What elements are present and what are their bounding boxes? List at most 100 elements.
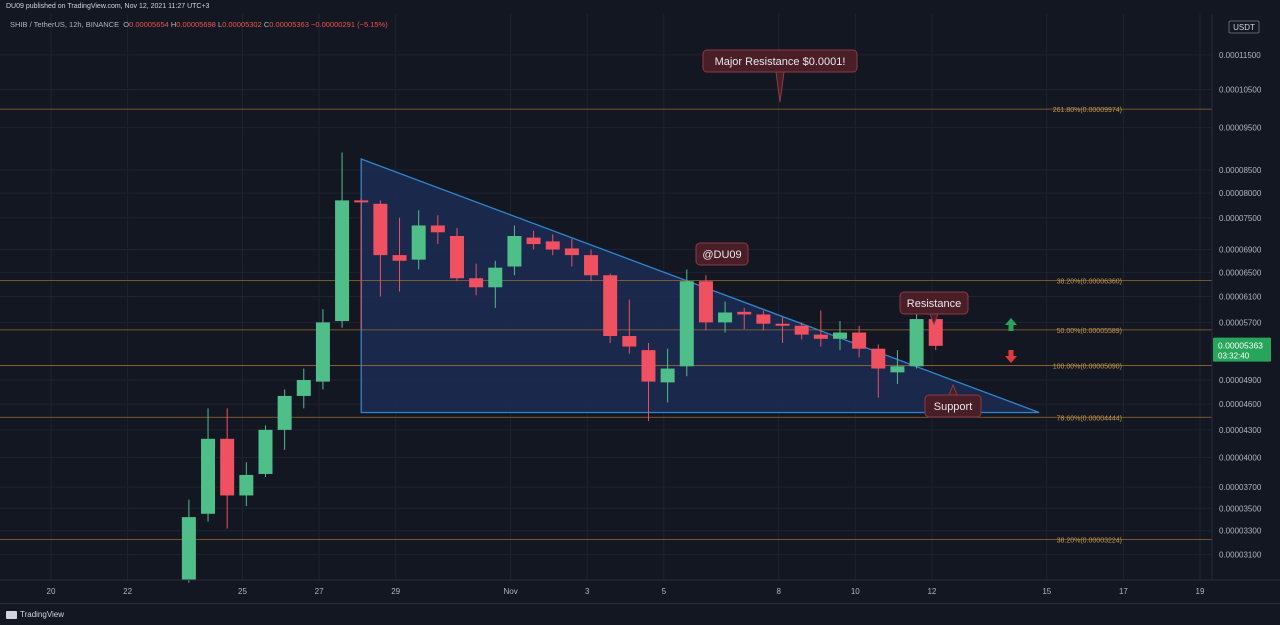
candle[interactable] [315, 309, 330, 390]
x-tick-label: 10 [851, 587, 860, 596]
candle[interactable] [737, 307, 752, 330]
candle[interactable] [564, 238, 579, 267]
y-tick-label: 0.00011500 [1219, 51, 1261, 60]
tradingview-logo[interactable]: TradingView [6, 610, 64, 619]
candle[interactable] [928, 315, 943, 351]
candle[interactable] [449, 228, 464, 282]
y-tick-label: 0.00009500 [1219, 124, 1262, 133]
y-tick-label: 0.00006900 [1219, 246, 1262, 255]
candle-body [775, 323, 790, 326]
candle-body [488, 267, 503, 288]
fib-level-label: 38.20%(0.00006360) [1057, 279, 1122, 286]
candle[interactable] [660, 348, 675, 403]
candle[interactable] [698, 275, 713, 331]
candle-body [622, 336, 637, 347]
y-tick-label: 0.00004600 [1219, 400, 1262, 409]
up-arrow-icon [1005, 318, 1017, 331]
x-tick-label: 20 [47, 587, 56, 596]
candle[interactable] [756, 310, 771, 331]
y-tick-label: 0.00005700 [1219, 318, 1262, 327]
candle[interactable] [239, 462, 254, 507]
candle[interactable] [832, 321, 847, 351]
candle-body [526, 237, 541, 245]
currency-badge[interactable] [1228, 20, 1260, 34]
candle[interactable] [871, 344, 886, 398]
fib-level-label: 78.60%(0.00004444) [1057, 415, 1122, 422]
candle-layer [181, 152, 943, 583]
candle[interactable] [718, 301, 733, 333]
currency-label: USDT [1233, 23, 1255, 32]
x-tick-label: 3 [585, 587, 590, 596]
candle-body [220, 438, 235, 496]
candle[interactable] [201, 408, 216, 522]
candle[interactable] [411, 210, 426, 270]
candle[interactable] [220, 408, 235, 529]
candle[interactable] [354, 197, 369, 330]
fib-level-label: 100.00%(0.00005090) [1053, 364, 1122, 371]
candle[interactable] [641, 343, 656, 422]
candle[interactable] [507, 225, 522, 276]
candle-body [832, 332, 847, 339]
candle-body [813, 334, 828, 339]
candle[interactable] [545, 234, 560, 256]
candle-body [469, 278, 484, 288]
candle-body [277, 395, 292, 430]
candle-body [296, 380, 311, 396]
price-change: −0.00000291 (−5.15%) [310, 20, 388, 29]
candle[interactable] [488, 260, 503, 308]
fib-level-label: 261.80%(0.00009974) [1053, 107, 1122, 114]
candle[interactable] [526, 230, 541, 250]
axis-layer: 0.00003100 0.00003300 0.00003500 0.00003700… [0, 14, 1280, 596]
candle[interactable] [794, 322, 809, 340]
candle[interactable] [392, 217, 407, 292]
annotation-callout[interactable]: @DU09 [695, 242, 749, 266]
x-tick-label: 27 [315, 587, 324, 596]
candle[interactable] [775, 317, 790, 344]
candle[interactable] [296, 368, 311, 409]
candle-body [584, 255, 599, 276]
candle-body [698, 281, 713, 323]
candle[interactable] [277, 389, 292, 450]
candle-body [335, 200, 350, 322]
symbol-legend: SHIB / TetherUS, 12h, BINANCE O0.0000565… [10, 20, 388, 29]
candle-body [756, 314, 771, 324]
candle-body [890, 366, 905, 373]
candle[interactable] [852, 325, 867, 358]
candle-body [794, 325, 809, 335]
ohlc-low: L0.00005302 [217, 20, 262, 29]
candle[interactable] [430, 215, 445, 245]
annotation-layer: Major Resistance $0.0001! @DU09 Resistance… [695, 49, 1017, 418]
candle-body [871, 348, 886, 369]
y-tick-label: 0.00006500 [1219, 268, 1262, 277]
candle-body [239, 474, 254, 496]
candle[interactable] [469, 263, 484, 296]
candle[interactable] [679, 269, 694, 377]
candle[interactable] [181, 499, 196, 583]
candle[interactable] [813, 310, 828, 347]
annotation-callout[interactable]: Resistance [899, 291, 969, 326]
candle[interactable] [603, 273, 618, 344]
candle[interactable] [258, 425, 273, 477]
candle-body [373, 203, 388, 256]
candle[interactable] [622, 299, 637, 354]
candle[interactable] [584, 249, 599, 282]
candle[interactable] [335, 152, 350, 328]
candle-body [201, 438, 216, 514]
down-arrow-icon [1005, 350, 1017, 363]
callout-box [695, 242, 749, 266]
callout-text: Resistance [907, 298, 961, 310]
tradingview-logo-icon [6, 610, 17, 619]
candle[interactable] [373, 200, 388, 297]
annotation-callout[interactable]: Major Resistance $0.0001! [702, 49, 858, 103]
ohlc-high: H0.00005698 [170, 20, 216, 29]
candle-body [679, 281, 694, 367]
annotation-callout[interactable]: Support [924, 383, 982, 418]
y-tick-label: 0.00003700 [1219, 483, 1262, 492]
y-tick-label: 0.00003100 [1219, 551, 1262, 560]
callout-tail [775, 71, 785, 103]
candle[interactable] [890, 350, 905, 384]
candle[interactable] [909, 306, 924, 369]
candle-body [928, 319, 943, 346]
symbol-label: SHIB / TetherUS, 12h, BINANCE [10, 20, 120, 29]
